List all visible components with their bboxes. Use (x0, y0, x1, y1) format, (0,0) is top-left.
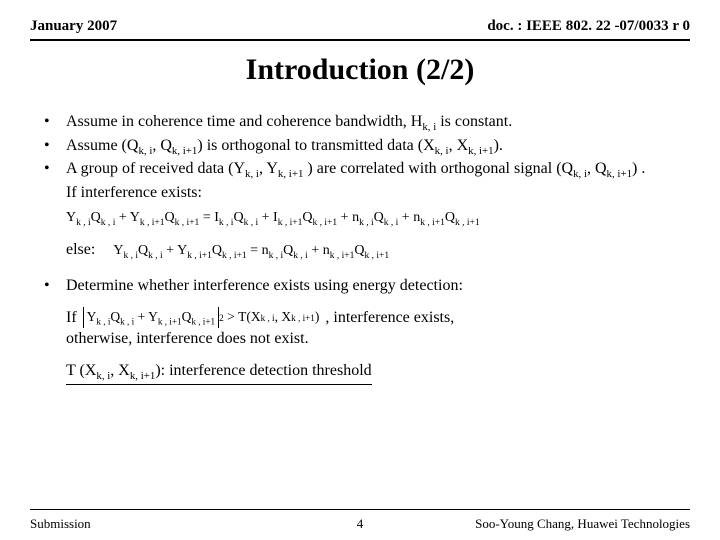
bullet-1-text: Assume in coherence time and coherence b… (66, 111, 688, 133)
bullet-4-text: Determine whether interference exists us… (66, 275, 688, 297)
bullet-2: • Assume (Qk, i, Qk, i+1) is orthogonal … (44, 135, 688, 157)
footer-rule (30, 509, 690, 510)
header-date: January 2007 (30, 18, 117, 35)
slide-content: • Assume in coherence time and coherence… (0, 111, 720, 385)
condition-equation: Yk , iQk , i + Yk , i+1Qk , i+1 2 > T(Xk… (83, 307, 320, 327)
threshold-definition: T (Xk, i, Xk, i+1): interference detecti… (66, 360, 372, 385)
slide-footer: Submission 4 Soo-Young Chang, Huawei Tec… (30, 516, 690, 532)
footer-right: Soo-Young Chang, Huawei Technologies (475, 516, 690, 532)
slide-title: Introduction (2/2) (0, 53, 720, 87)
bullet-3-text: A group of received data (Yk, i, Yk, i+1… (66, 158, 688, 180)
if-condition-row: If Yk , iQk , i + Yk , i+1Qk , i+1 2 > T… (66, 307, 688, 329)
bullet-1: • Assume in coherence time and coherence… (44, 111, 688, 133)
else-label: else: (66, 239, 95, 261)
footer-page-number: 4 (357, 516, 364, 532)
else-row: else: Yk , iQk , i + Yk , i+1Qk , i+1 = … (66, 238, 688, 261)
bullet-2-text: Assume (Qk, i, Qk, i+1) is orthogonal to… (66, 135, 688, 157)
footer-left: Submission (30, 516, 91, 532)
slide-header: January 2007 doc. : IEEE 802. 22 -07/003… (0, 0, 720, 39)
abs-bars: Yk , iQk , i + Yk , i+1Qk , i+1 (83, 307, 219, 327)
bullet-3: • A group of received data (Yk, i, Yk, i… (44, 158, 688, 180)
bullet-4: • Determine whether interference exists … (44, 275, 688, 297)
equation-else: Yk , iQk , i + Yk , i+1Qk , i+1 = nk , i… (113, 242, 389, 261)
bullet-mark: • (44, 135, 66, 157)
bullet-mark: • (44, 275, 66, 297)
bullet-mark: • (44, 158, 66, 180)
header-rule (30, 39, 690, 41)
if-tail-1: , interference exists, (325, 307, 454, 329)
header-doc: doc. : IEEE 802. 22 -07/0033 r 0 (487, 18, 690, 35)
equation-if: Yk , iQk , i + Yk , i+1Qk , i+1 = Ik , i… (66, 209, 688, 228)
if-tail-2: otherwise, interference does not exist. (66, 328, 688, 350)
if-label: If (66, 307, 77, 329)
bullet-mark: • (44, 111, 66, 133)
if-interference-label: If interference exists: (66, 182, 688, 204)
